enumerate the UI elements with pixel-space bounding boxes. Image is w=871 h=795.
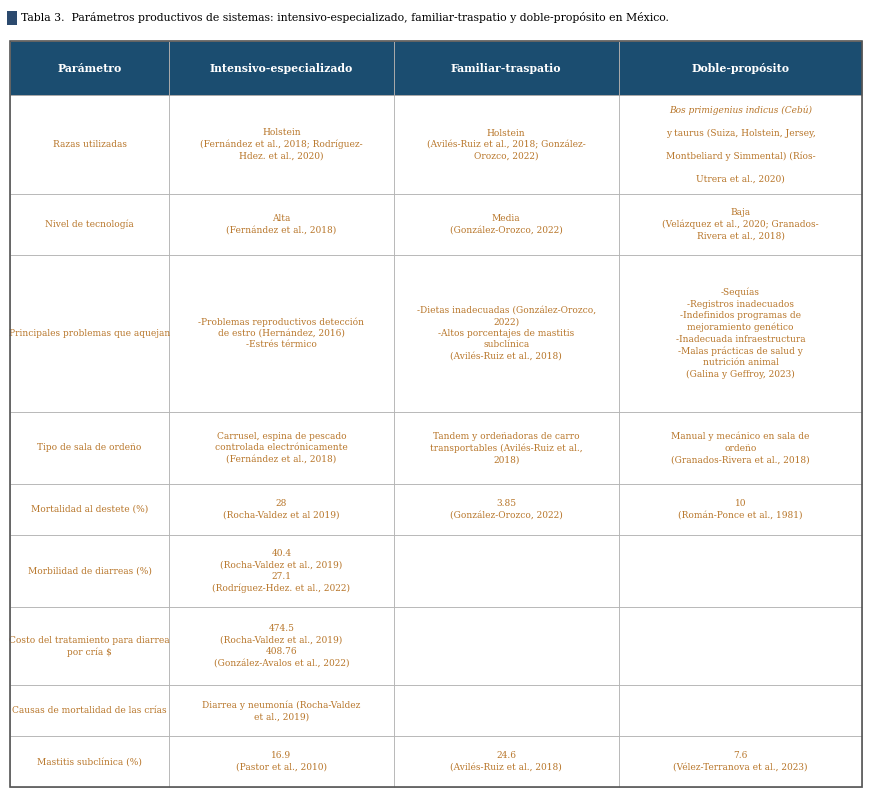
Bar (169, 484, 394, 535)
Text: Intensivo-especializado: Intensivo-especializado (210, 63, 353, 74)
Bar (394, 41, 618, 95)
Bar (394, 484, 618, 535)
Text: Principales problemas que aquejan: Principales problemas que aquejan (9, 328, 171, 338)
Text: 16.9
(Pastor et al., 2010): 16.9 (Pastor et al., 2010) (236, 751, 327, 772)
Text: Alta
(Fernández et al., 2018): Alta (Fernández et al., 2018) (226, 214, 336, 235)
Text: Nivel de tecnología: Nivel de tecnología (45, 219, 134, 229)
Text: Diarrea y neumonía (Rocha-Valdez
et al., 2019): Diarrea y neumonía (Rocha-Valdez et al.,… (202, 700, 361, 721)
Bar (618, 254, 862, 412)
Bar (394, 95, 618, 194)
Text: Mastitis subclínica (%): Mastitis subclínica (%) (37, 757, 142, 766)
Text: Tipo de sala de ordeño: Tipo de sala de ordeño (37, 444, 142, 452)
Bar (169, 607, 394, 685)
Text: 474.5
(Rocha-Valdez et al., 2019)
408.76
(González-Avalos et al., 2022): 474.5 (Rocha-Valdez et al., 2019) 408.76… (213, 624, 349, 668)
Bar (10, 194, 169, 254)
Bar (618, 607, 862, 685)
Bar (10, 95, 169, 194)
Text: y taurus (Suiza, Holstein, Jersey,: y taurus (Suiza, Holstein, Jersey, (665, 129, 815, 138)
Text: Tandem y ordeñadoras de carro
transportables (Avilés-Ruiz et al.,
2018): Tandem y ordeñadoras de carro transporta… (430, 432, 583, 464)
Text: Utrera et al., 2020): Utrera et al., 2020) (696, 175, 785, 184)
Text: Mortalidad al destete (%): Mortalidad al destete (%) (31, 505, 148, 514)
Bar (169, 254, 394, 412)
Text: Tabla 3.  Parámetros productivos de sistemas: intensivo-especializado, familiar-: Tabla 3. Parámetros productivos de siste… (21, 13, 669, 24)
Text: 24.6
(Avilés-Ruiz et al., 2018): 24.6 (Avilés-Ruiz et al., 2018) (450, 751, 562, 772)
Text: -Sequías
-Registros inadecuados
-Indefinidos programas de
mejoramiento genético
: -Sequías -Registros inadecuados -Indefin… (676, 288, 806, 378)
Text: Causas de mortalidad de las crías: Causas de mortalidad de las crías (12, 706, 167, 715)
Text: Familiar-traspatio: Familiar-traspatio (451, 63, 562, 74)
Bar (10, 484, 169, 535)
Bar (169, 95, 394, 194)
Bar (394, 535, 618, 607)
Bar (394, 607, 618, 685)
Bar (394, 254, 618, 412)
Bar (169, 412, 394, 484)
Bar (394, 194, 618, 254)
Bar (394, 685, 618, 736)
Text: Bos primigenius indicus (Cebú): Bos primigenius indicus (Cebú) (669, 105, 812, 114)
Text: -Dietas inadecuadas (González-Orozco,
2022)
-Altos porcentajes de mastitis
subcl: -Dietas inadecuadas (González-Orozco, 20… (416, 306, 596, 361)
Text: 10
(Román-Ponce et al., 1981): 10 (Román-Ponce et al., 1981) (679, 499, 803, 520)
Text: Costo del tratamiento para diarrea
por cría $: Costo del tratamiento para diarrea por c… (10, 635, 170, 657)
Bar (618, 736, 862, 787)
Text: 40.4
(Rocha-Valdez et al., 2019)
27.1
(Rodríguez-Hdez. et al., 2022): 40.4 (Rocha-Valdez et al., 2019) 27.1 (R… (213, 549, 350, 593)
Bar (618, 535, 862, 607)
Text: Media
(González-Orozco, 2022): Media (González-Orozco, 2022) (449, 214, 563, 235)
Bar (10, 412, 169, 484)
Bar (169, 41, 394, 95)
Text: Doble-propósito: Doble-propósito (692, 63, 789, 74)
Bar (10, 607, 169, 685)
Bar (10, 736, 169, 787)
Text: Holstein
(Fernández et al., 2018; Rodríguez-
Hdez. et al., 2020): Holstein (Fernández et al., 2018; Rodríg… (200, 128, 362, 161)
Bar (10, 685, 169, 736)
Text: Razas utilizadas: Razas utilizadas (52, 140, 126, 149)
Text: -Problemas reproductivos detección
de estro (Hernández, 2016)
-Estrés térmico: -Problemas reproductivos detección de es… (199, 317, 364, 350)
Bar (7, 11, 17, 25)
Bar (618, 685, 862, 736)
Bar (618, 194, 862, 254)
Bar (10, 41, 169, 95)
Bar (169, 535, 394, 607)
Bar (618, 484, 862, 535)
Bar (169, 685, 394, 736)
Text: Holstein
(Avilés-Ruiz et al., 2018; González-
Orozco, 2022): Holstein (Avilés-Ruiz et al., 2018; Gonz… (427, 129, 585, 161)
Bar (394, 736, 618, 787)
Text: Manual y mecánico en sala de
ordeño
(Granados-Rivera et al., 2018): Manual y mecánico en sala de ordeño (Gra… (672, 432, 810, 464)
Bar (618, 412, 862, 484)
Text: Morbilidad de diarreas (%): Morbilidad de diarreas (%) (28, 567, 152, 576)
Text: 7.6
(Vélez-Terranova et al., 2023): 7.6 (Vélez-Terranova et al., 2023) (673, 751, 807, 772)
Bar (10, 254, 169, 412)
Bar (618, 95, 862, 194)
Bar (10, 535, 169, 607)
Text: Baja
(Velázquez et al., 2020; Granados-
Rivera et al., 2018): Baja (Velázquez et al., 2020; Granados- … (662, 208, 819, 241)
Text: 3.85
(González-Orozco, 2022): 3.85 (González-Orozco, 2022) (449, 499, 563, 520)
Text: Carrusel, espina de pescado
controlada electrónicamente
(Fernández et al., 2018): Carrusel, espina de pescado controlada e… (215, 432, 348, 464)
Bar (618, 41, 862, 95)
Bar (169, 736, 394, 787)
Bar (169, 194, 394, 254)
Text: Parámetro: Parámetro (57, 63, 122, 74)
Bar (394, 412, 618, 484)
Text: Montbeliard y Simmental) (Ríos-: Montbeliard y Simmental) (Ríos- (665, 151, 815, 161)
Text: 28
(Rocha-Valdez et al 2019): 28 (Rocha-Valdez et al 2019) (223, 499, 340, 520)
